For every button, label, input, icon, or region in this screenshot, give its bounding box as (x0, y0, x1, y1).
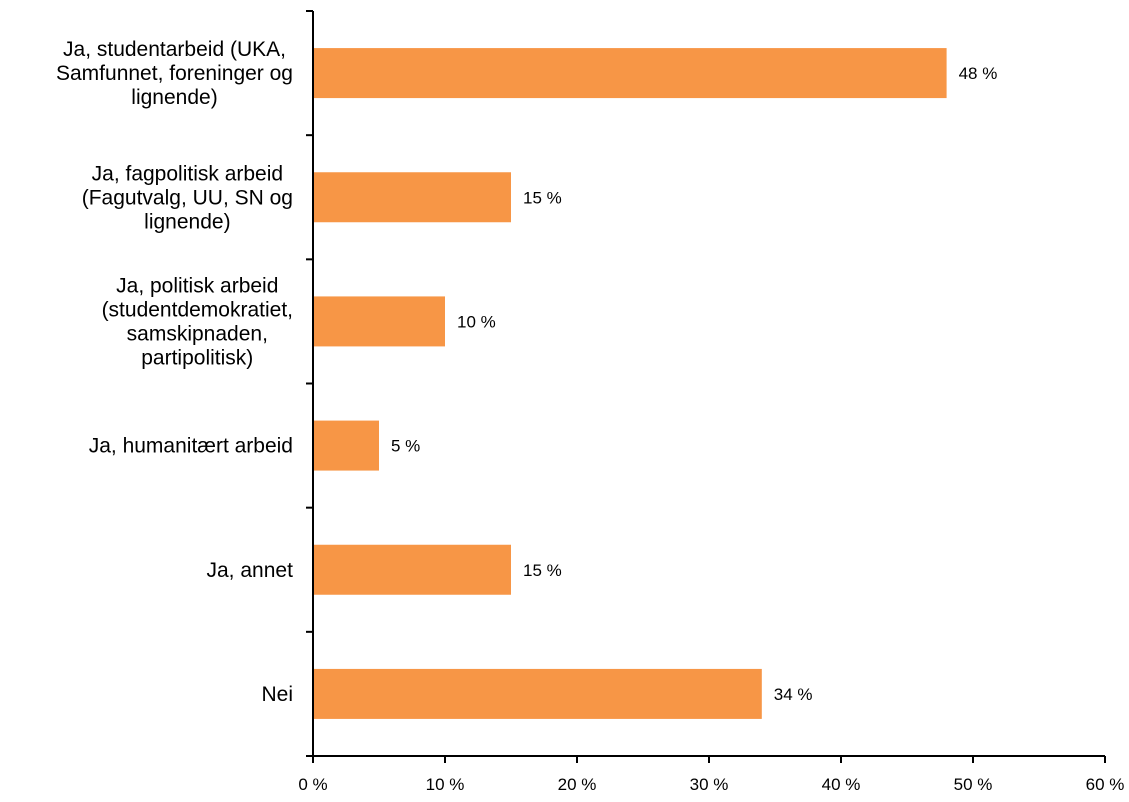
category-label-2: Ja, politisk arbeid (studentdemokratiet, s… (102, 274, 293, 369)
category-label-2-line-1: (studentdemokratiet, (102, 298, 293, 321)
category-label-0-line-0: Ja, studentarbeid (UKA, (63, 38, 286, 61)
x-tick-label-0: 0 % (298, 775, 327, 794)
category-label-1-line-2: lignende) (144, 210, 230, 233)
bars-group (313, 48, 947, 719)
value-label-5: 34 % (774, 685, 813, 704)
category-label-0-line-1: Samfunnet, foreninger og (56, 62, 293, 85)
bar-3 (313, 420, 379, 471)
x-tick-label-2: 20 % (558, 775, 597, 794)
x-tick-label-1: 10 % (426, 775, 465, 794)
value-label-0: 48 % (959, 64, 998, 83)
category-label-2-line-2: samskipnaden, (127, 322, 268, 345)
x-tick-label-4: 40 % (822, 775, 861, 794)
category-label-5: Nei (261, 683, 293, 706)
value-label-2: 10 % (457, 312, 496, 331)
category-label-4: Ja, annet (207, 559, 294, 582)
category-label-1-line-1: (Fagutvalg, UU, SN og (82, 186, 293, 209)
category-label-3-line-0: Ja, humanitært arbeid (89, 435, 293, 458)
bar-1 (313, 172, 511, 223)
category-label-0: Ja, studentarbeid (UKA, Samfunnet, foreni… (56, 38, 293, 109)
value-label-1: 15 % (523, 188, 562, 207)
x-tick-label-3: 30 % (690, 775, 729, 794)
x-tick-label-6: 60 % (1086, 775, 1125, 794)
value-label-3: 5 % (391, 437, 420, 456)
category-label-3: Ja, humanitært arbeid (89, 435, 293, 458)
x-tick-label-5: 50 % (954, 775, 993, 794)
bar-5 (313, 668, 762, 719)
category-label-2-line-3: partipolitisk) (141, 346, 253, 369)
bar-4 (313, 544, 511, 595)
category-label-4-line-0: Ja, annet (207, 559, 294, 582)
category-label-0-line-2: lignende) (131, 86, 217, 109)
category-label-1: Ja, fagpolitisk arbeid (Fagutvalg, UU, SN… (82, 162, 293, 233)
bar-0 (313, 48, 947, 99)
labels-group: 48 % 15 % 10 % 5 % 15 % 34 % Ja, studentarbeid… (56, 38, 1124, 794)
bar-2 (313, 296, 445, 347)
value-label-4: 15 % (523, 561, 562, 580)
category-label-1-line-0: Ja, fagpolitisk arbeid (92, 162, 283, 185)
axes-group (306, 10, 1106, 763)
category-label-5-line-0: Nei (261, 683, 293, 706)
category-label-2-line-0: Ja, politisk arbeid (116, 274, 278, 297)
